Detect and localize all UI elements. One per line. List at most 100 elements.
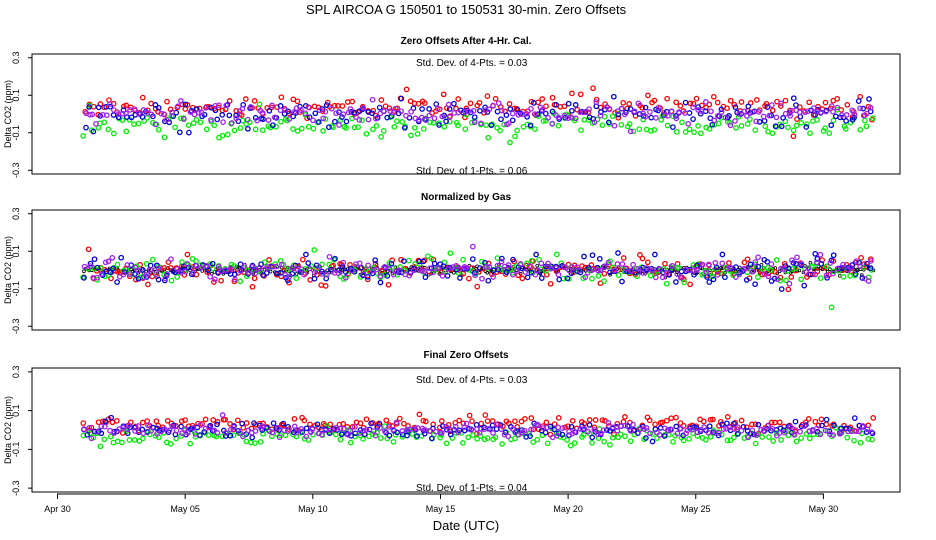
y-tick-label: -0.1: [11, 125, 21, 141]
data-point-green: [224, 131, 231, 138]
data-point-red: [858, 254, 864, 261]
data-point-green: [651, 127, 658, 133]
data-point-purple: [830, 108, 836, 115]
data-point-blue: [176, 129, 183, 136]
data-point-purple: [605, 420, 612, 426]
data-point-purple: [421, 426, 428, 433]
data-point-purple: [649, 267, 656, 274]
data-point-purple: [418, 268, 425, 274]
data-point-black: [268, 269, 273, 274]
data-point-blue: [785, 265, 792, 272]
data-point-purple: [90, 274, 97, 281]
data-point-red: [398, 256, 404, 263]
data-point-red: [139, 94, 146, 101]
data-point-purple: [752, 259, 759, 265]
data-point-purple: [147, 266, 154, 273]
data-point-blue: [722, 274, 728, 281]
data-point-purple: [270, 263, 277, 270]
data-point-blue: [110, 112, 117, 118]
data-point-green: [347, 439, 354, 446]
data-point-red: [331, 102, 338, 109]
data-point-purple: [269, 102, 275, 109]
data-point-red: [547, 280, 554, 287]
data-point-purple: [539, 106, 546, 113]
data-point-red: [466, 275, 472, 282]
data-point-red: [266, 257, 272, 263]
data-point-purple: [392, 105, 399, 112]
data-point-purple: [462, 109, 469, 115]
data-point-purple: [673, 115, 680, 122]
data-point-green: [532, 126, 538, 132]
data-point-purple: [426, 112, 433, 119]
data-point-red: [357, 420, 364, 427]
data-point-green: [851, 437, 857, 444]
data-point-purple: [764, 422, 771, 429]
data-point-purple: [372, 432, 379, 439]
data-point-green: [131, 437, 138, 443]
data-point-purple: [802, 109, 809, 116]
data-point-blue: [589, 252, 596, 259]
data-point-green: [663, 280, 670, 287]
data-point-green: [259, 127, 266, 134]
data-point-blue: [527, 122, 534, 129]
data-point-purple: [103, 112, 110, 119]
data-point-green: [823, 263, 830, 270]
data-point-purple: [465, 108, 472, 115]
data-point-red: [226, 98, 233, 104]
data-point-green: [144, 115, 150, 121]
data-point-red: [703, 104, 709, 111]
data-point-purple: [126, 271, 133, 277]
data-point-black: [451, 270, 456, 275]
data-point-red: [677, 420, 684, 426]
data-point-blue: [533, 251, 539, 258]
data-point-purple: [867, 104, 874, 111]
data-point-purple: [237, 268, 244, 274]
data-point-purple: [665, 427, 672, 434]
data-point-purple: [749, 268, 756, 275]
data-point-purple: [611, 122, 618, 129]
data-point-blue: [642, 104, 649, 111]
data-point-purple: [126, 422, 132, 429]
data-point-red: [466, 412, 473, 419]
data-point-blue: [682, 99, 689, 106]
data-point-green: [773, 430, 780, 436]
data-point-blue: [338, 431, 345, 438]
data-point-purple: [677, 274, 684, 281]
panel-3-annotation-top: Std. Dev. of 4-Pts. = 0.03: [416, 375, 528, 386]
data-point-green: [709, 273, 716, 280]
data-point-blue: [102, 418, 109, 425]
data-point-green: [167, 441, 174, 447]
data-point-purple: [463, 264, 470, 271]
data-point-purple: [381, 264, 388, 270]
data-point-purple: [219, 412, 226, 418]
data-point-purple: [174, 266, 180, 272]
data-point-purple: [81, 426, 87, 432]
data-point-green: [193, 258, 199, 265]
data-point-purple: [271, 114, 278, 121]
data-point-purple: [197, 265, 204, 271]
data-point-blue: [451, 100, 457, 107]
data-point-green: [578, 127, 584, 134]
data-point-purple: [628, 268, 634, 274]
data-point-purple: [197, 422, 204, 428]
data-point-blue: [289, 270, 296, 277]
data-point-purple: [584, 269, 591, 276]
data-point-red: [590, 85, 596, 92]
data-point-purple: [365, 116, 372, 123]
data-point-purple: [813, 425, 820, 432]
data-point-blue: [342, 269, 349, 275]
data-point-blue: [357, 427, 364, 433]
data-point-green: [373, 123, 380, 129]
data-point-purple: [490, 102, 496, 109]
data-point-purple: [580, 109, 587, 116]
data-point-red: [844, 101, 851, 108]
data-point-purple: [266, 428, 273, 435]
data-point-red: [522, 416, 528, 422]
data-point-green: [733, 124, 739, 131]
data-point-black: [485, 270, 490, 275]
data-point-green: [414, 131, 421, 137]
data-point-red: [319, 108, 326, 114]
data-point-purple: [181, 426, 188, 432]
data-point-blue: [673, 279, 679, 285]
data-point-blue: [572, 102, 579, 108]
